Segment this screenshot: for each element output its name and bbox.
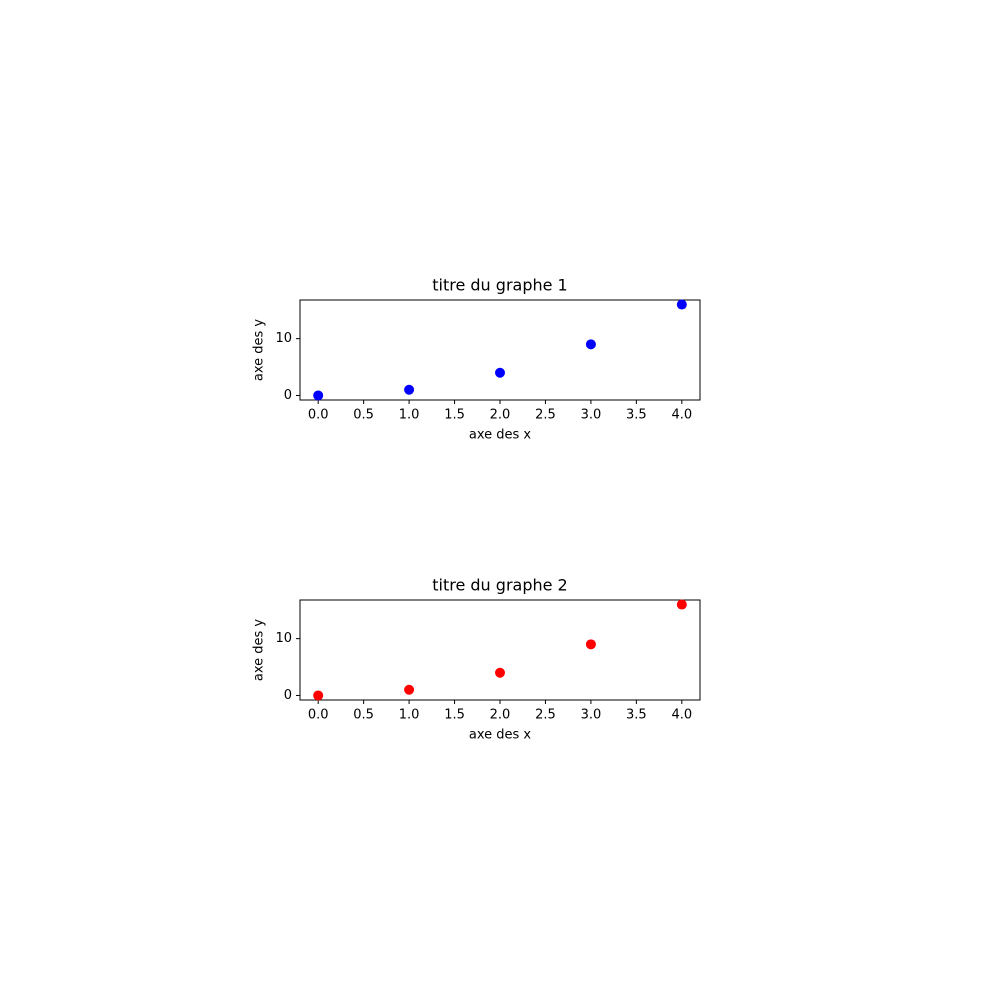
x-tick-label: 1.0 (399, 708, 420, 723)
x-tick-label: 3.0 (581, 408, 602, 423)
y-axis-label: axe des y (252, 619, 267, 682)
x-tick-label: 1.5 (444, 408, 465, 423)
y-tick-label: 0 (284, 688, 292, 703)
y-tick-label: 10 (275, 631, 292, 646)
x-axis-label: axe des x (469, 728, 532, 743)
x-tick-label: 4.0 (671, 708, 692, 723)
point (313, 390, 324, 401)
x-tick-label: 1.0 (399, 408, 420, 423)
x-tick-label: 0.0 (308, 408, 329, 423)
x-tick-label: 0.0 (308, 708, 329, 723)
y-axis-label: axe des y (252, 319, 267, 382)
x-tick-label: 2.5 (535, 408, 556, 423)
x-tick-label: 0.5 (353, 708, 374, 723)
x-tick-label: 2.0 (490, 708, 511, 723)
x-tick-label: 2.0 (490, 408, 511, 423)
y-tick-label: 0 (284, 388, 292, 403)
chart-title: titre du graphe 1 (432, 276, 567, 295)
point (585, 639, 596, 650)
x-tick-label: 2.5 (535, 708, 556, 723)
plot-frame (299, 299, 701, 401)
x-tick-label: 1.5 (444, 708, 465, 723)
point (676, 299, 687, 310)
x-tick-label: 3.0 (581, 708, 602, 723)
x-tick-label: 0.5 (353, 408, 374, 423)
chart-title: titre du graphe 2 (432, 576, 567, 595)
point (495, 667, 505, 678)
point (313, 690, 324, 701)
plot-frame (299, 599, 701, 701)
point (495, 367, 505, 378)
x-tick-label: 3.5 (626, 408, 647, 423)
point (404, 384, 415, 395)
x-tick-label: 3.5 (626, 708, 647, 723)
x-tick-label: 4.0 (671, 408, 692, 423)
point (404, 684, 415, 695)
point (676, 599, 687, 610)
point (585, 339, 596, 350)
x-axis-label: axe des x (469, 428, 532, 443)
y-tick-label: 10 (275, 331, 292, 346)
